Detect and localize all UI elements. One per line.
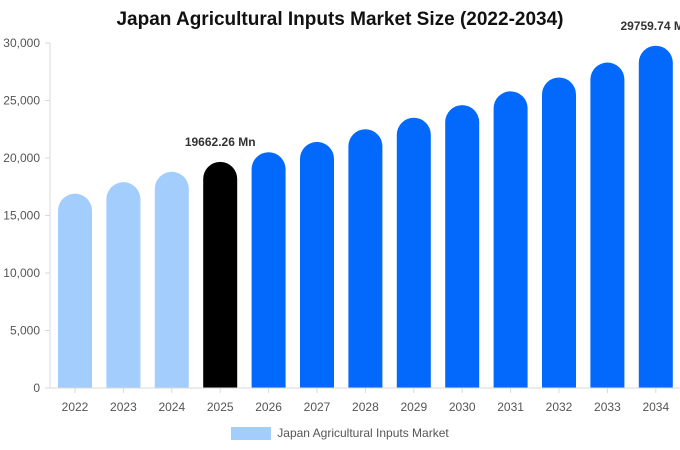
y-axis: 0 5,000 10,000 15,000 20,000 25,000 30,000 [3, 36, 51, 395]
bars [58, 45, 673, 389]
x-tick-label-2022: 2022 [62, 400, 89, 414]
bar-2027[interactable] [300, 141, 334, 388]
y-tick-label: 30,000 [3, 36, 40, 50]
bar-2034[interactable] [638, 45, 673, 388]
data-label-2034: 29759.74 Mn [620, 19, 680, 33]
x-tick-label-2033: 2033 [594, 400, 621, 414]
y-tick-label: 10,000 [3, 266, 40, 280]
x-tick-label-2027: 2027 [304, 400, 331, 414]
bar-2024[interactable] [154, 171, 189, 388]
legend-swatch [231, 426, 272, 440]
x-tick-label-2032: 2032 [546, 400, 573, 414]
x-tick-label-2031: 2031 [497, 400, 524, 414]
x-tick-label-2029: 2029 [400, 400, 427, 414]
bar-2029[interactable] [396, 117, 431, 388]
bar-2033[interactable] [590, 62, 625, 389]
data-labels: 19662.26 Mn 29759.74 Mn [185, 19, 680, 149]
x-tick-label-2025: 2025 [207, 400, 234, 414]
y-tick-label: 25,000 [3, 94, 40, 108]
data-label-2025: 19662.26 Mn [185, 135, 256, 149]
x-tick-label-2030: 2030 [449, 400, 476, 414]
x-axis: 2022 2023 2024 2025 2026 2027 2028 2029 2030 2031… [50, 387, 680, 414]
bar-2025[interactable] [203, 161, 238, 388]
chart-title: Japan Agricultural Inputs Market Size (2… [116, 9, 564, 30]
bar-2030[interactable] [445, 105, 480, 388]
bar-2032[interactable] [542, 77, 576, 389]
bar-2031[interactable] [493, 91, 528, 388]
x-tick-label-2024: 2024 [158, 400, 185, 414]
y-tick-label: 15,000 [3, 209, 40, 223]
legend[interactable]: Japan Agricultural Inputs Market [0, 426, 680, 440]
y-tick-label: 20,000 [3, 151, 40, 165]
x-tick-label-2028: 2028 [352, 400, 379, 414]
x-tick-label-2026: 2026 [255, 400, 282, 414]
x-tick-label-2034: 2034 [642, 400, 669, 414]
bar-2028[interactable] [348, 129, 383, 388]
y-tick-label: 0 [33, 381, 40, 395]
x-tick-label-2023: 2023 [110, 400, 137, 414]
bar-2026[interactable] [251, 152, 286, 388]
bar-2023[interactable] [106, 182, 141, 388]
legend-label: Japan Agricultural Inputs Market [277, 426, 449, 440]
bar-2022[interactable] [58, 193, 92, 388]
y-tick-label: 5,000 [10, 324, 40, 338]
